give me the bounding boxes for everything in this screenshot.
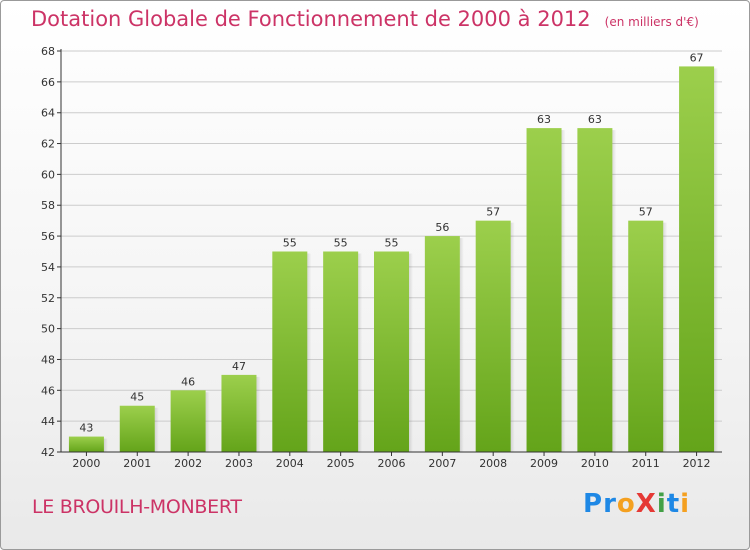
- logo-letter: X: [635, 489, 657, 519]
- x-tick-label: 2010: [581, 457, 609, 470]
- y-tick-label: 62: [41, 138, 55, 151]
- bar-shadow: [307, 253, 312, 452]
- bar-value-label: 55: [283, 237, 297, 250]
- bar-value-label: 45: [130, 391, 144, 404]
- bar: [475, 220, 511, 452]
- commune-name: LE BROUILH-MONBERT: [32, 496, 242, 518]
- y-tick-label: 52: [41, 292, 55, 305]
- bar-shadow: [205, 392, 210, 452]
- bar-shadow: [612, 130, 617, 452]
- proxiti-logo[interactable]: ProXiti: [583, 489, 690, 519]
- logo-letter: o: [616, 489, 636, 519]
- y-tick-label: 50: [41, 323, 55, 336]
- bar: [119, 405, 155, 452]
- chart-title-text: Dotation Globale de Fonctionnement de 20…: [31, 7, 591, 31]
- logo-letter: r: [603, 489, 617, 519]
- logo-letter: t: [666, 489, 681, 519]
- bar: [272, 251, 308, 452]
- x-tick-label: 2003: [225, 457, 253, 470]
- bar-shadow: [103, 438, 108, 452]
- y-tick-label: 66: [41, 76, 55, 89]
- x-tick-label: 2006: [378, 457, 406, 470]
- y-tick-label: 60: [41, 168, 55, 181]
- bar: [679, 66, 715, 452]
- bar: [526, 128, 562, 452]
- bar-shadow: [510, 222, 515, 452]
- bar-value-label: 55: [334, 237, 348, 250]
- bar-value-label: 63: [588, 113, 602, 126]
- bar-value-label: 57: [486, 206, 500, 219]
- bar-value-label: 56: [435, 221, 449, 234]
- bar: [323, 251, 359, 452]
- x-tick-label: 2001: [123, 457, 151, 470]
- x-tick-label: 2000: [72, 457, 100, 470]
- x-tick-label: 2002: [174, 457, 202, 470]
- bar-shadow: [154, 407, 159, 452]
- y-tick-label: 44: [41, 415, 55, 428]
- bar: [628, 220, 664, 452]
- chart-unit: (en milliers d'€): [604, 15, 699, 29]
- bar-value-label: 47: [232, 360, 246, 373]
- bar: [170, 390, 206, 452]
- bar: [577, 128, 613, 452]
- bar-value-label: 63: [537, 113, 551, 126]
- bar: [221, 374, 257, 452]
- logo-letter: i: [680, 489, 691, 519]
- bar-value-label: 46: [181, 375, 195, 388]
- y-tick-label: 58: [41, 199, 55, 212]
- bar-shadow: [459, 238, 464, 452]
- x-tick-label: 2005: [327, 457, 355, 470]
- logo-letter: P: [583, 489, 604, 519]
- x-tick-label: 2009: [530, 457, 558, 470]
- bar: [68, 436, 104, 452]
- x-tick-label: 2004: [276, 457, 304, 470]
- labels: 42 44 46 48 50 52 54 56 58 60 62 64 66 68 43 2000 45 2001…: [41, 45, 711, 470]
- bar-value-label: 43: [79, 422, 93, 435]
- x-tick-label: 2008: [479, 457, 507, 470]
- bar-shadow: [409, 253, 413, 452]
- x-tick-label: 2011: [632, 457, 660, 470]
- y-tick-label: 46: [41, 384, 55, 397]
- logo-letter: i: [656, 489, 667, 519]
- y-tick-label: 64: [41, 107, 55, 120]
- y-tick-label: 48: [41, 353, 55, 366]
- y-tick-label: 42: [41, 446, 55, 459]
- x-tick-label: 2012: [683, 457, 711, 470]
- y-tick-label: 54: [41, 261, 55, 274]
- y-tick-label: 56: [41, 230, 55, 243]
- bar-value-label: 67: [690, 51, 704, 64]
- bar-shadow: [358, 253, 363, 452]
- bar-shadow: [714, 68, 719, 452]
- bar-value-label: 55: [385, 237, 399, 250]
- bar-shadow: [561, 130, 566, 452]
- axes: [57, 49, 722, 456]
- bars: [68, 66, 719, 452]
- y-tick-label: 68: [41, 45, 55, 58]
- x-tick-label: 2007: [428, 457, 456, 470]
- bar: [374, 251, 409, 452]
- bar-value-label: 57: [639, 206, 653, 219]
- bar-shadow: [256, 376, 261, 452]
- bar: [424, 236, 460, 452]
- chart-title: Dotation Globale de Fonctionnement de 20…: [31, 7, 699, 31]
- bar-shadow: [663, 222, 668, 452]
